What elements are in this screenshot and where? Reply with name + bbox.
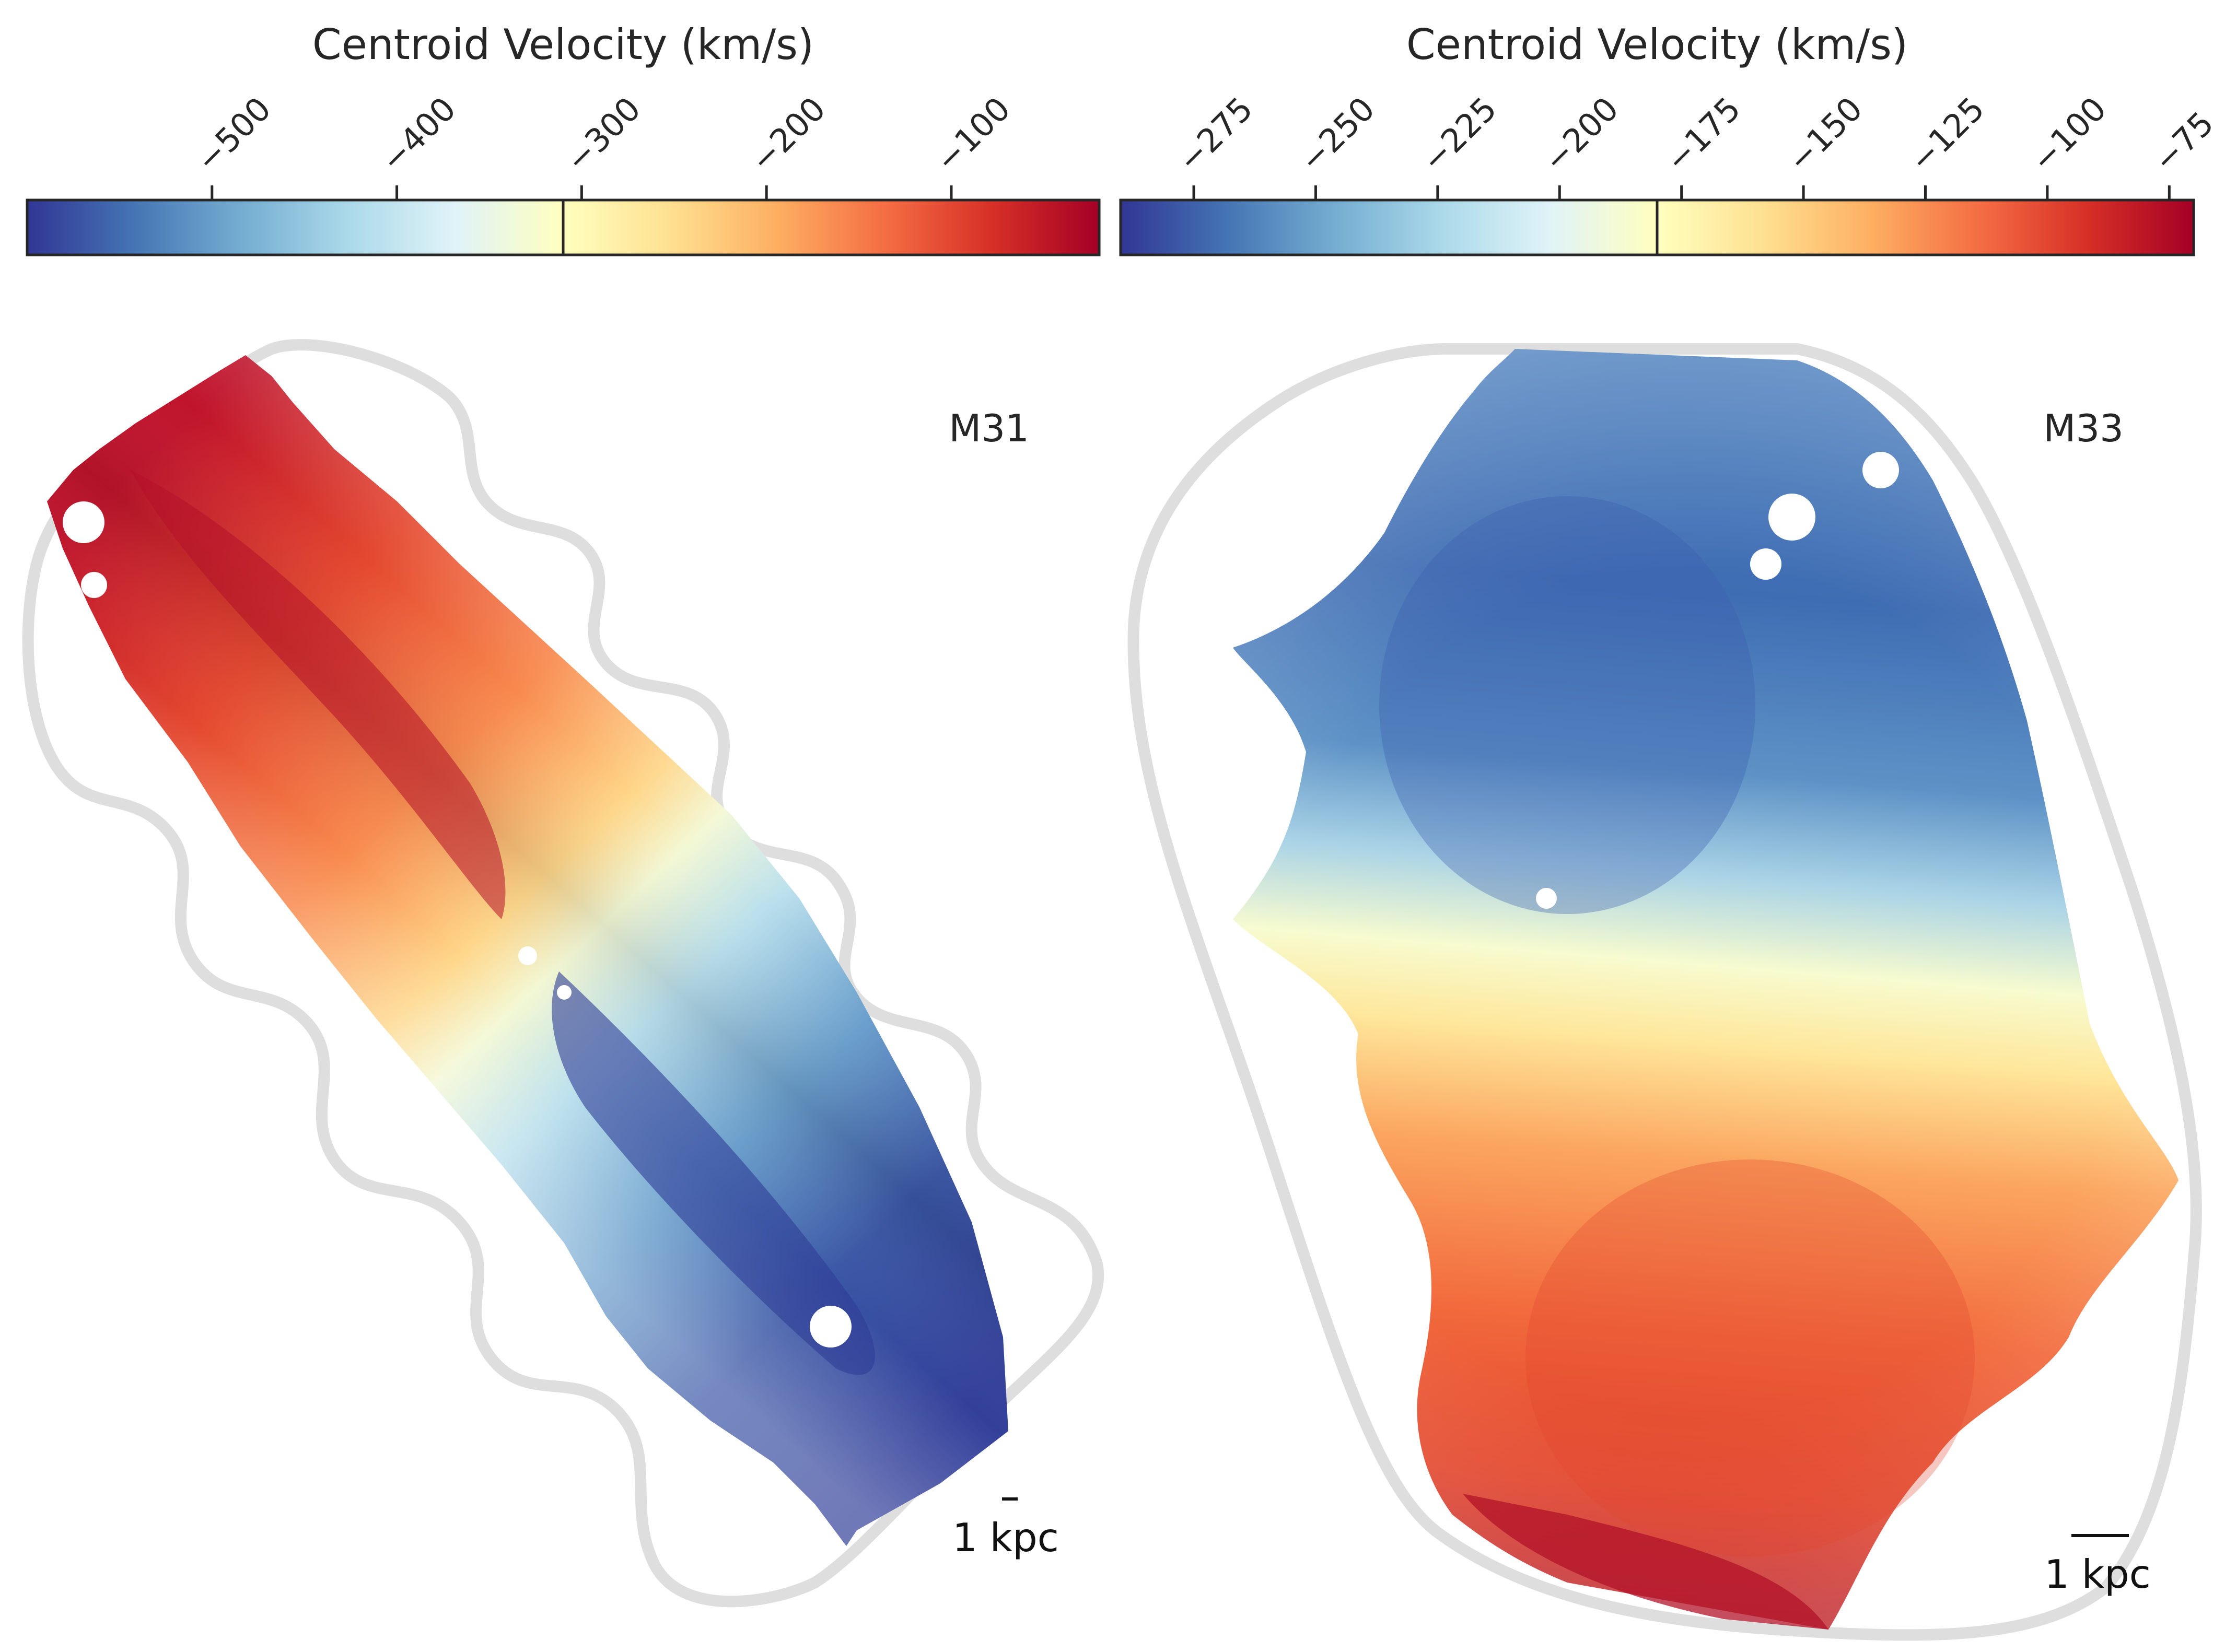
colorbar-m31: Centroid Velocity (km/s) −500 −400 −300 −20…: [26, 20, 1101, 256]
colorbar-tick-label: −500: [189, 90, 278, 180]
colorbar-tick-label: −100: [2024, 90, 2114, 180]
colorbar-tick-label: −75: [2146, 104, 2221, 179]
survey-footprint-outline: [1127, 343, 2202, 1641]
colorbar-tick-label: −275: [1170, 90, 1260, 180]
colorbar-ticks: −500 −400 −300 −200 −100: [189, 90, 1018, 200]
colorbar-tick-label: −150: [1780, 90, 1870, 180]
scale-bar-label: 1 kpc: [2044, 1551, 2151, 1597]
survey-footprint-outline: [22, 339, 1104, 1608]
m31-panel: M31 1 kpc: [22, 339, 1104, 1608]
scale-bar-m33: 1 kpc: [2044, 1534, 2151, 1597]
galaxy-label-m31: M31: [949, 406, 1029, 450]
m33-blueshift-core: [1379, 496, 1755, 914]
m31-gaps: [63, 501, 852, 1348]
colorbar-tick-label: −250: [1292, 90, 1382, 180]
colorbar-tick-label: −175: [1658, 90, 1748, 180]
colorbar-tick-label: −100: [928, 90, 1018, 180]
galaxy-label-m33: M33: [2043, 406, 2124, 450]
colorbar-tick-label: −200: [743, 90, 833, 180]
colorbar-tick-label: −400: [374, 90, 463, 180]
colorbar-title: Centroid Velocity (km/s): [1406, 20, 1908, 69]
colorbar-m33: Centroid Velocity (km/s) −275 −250 −225 −20…: [1119, 20, 2221, 256]
scale-bar-m31: 1 kpc: [952, 1497, 1059, 1561]
colorbar-title: Centroid Velocity (km/s): [312, 20, 814, 69]
scale-bar-label: 1 kpc: [952, 1515, 1059, 1561]
m31-redshift-ridge: [131, 470, 506, 919]
m33-shading: [1233, 349, 2179, 1630]
colorbar-ticks: −275 −250 −225 −200 −175 −150 −125 −100 −75: [1170, 90, 2221, 200]
m33-gaps: [1536, 452, 1899, 909]
m31-blueshift-ridge: [552, 971, 875, 1375]
m33-panel: M33 1 kpc: [1127, 343, 2202, 1641]
m33-deep-red-tip: [1463, 1494, 1828, 1630]
m33-redshift-core: [1525, 1159, 1975, 1556]
colorbar-tick-label: −300: [558, 90, 648, 180]
colorbar-tick-label: −125: [1902, 90, 1991, 180]
colorbar-tick-label: −225: [1414, 90, 1504, 180]
colorbar-tick-label: −200: [1536, 90, 1626, 180]
